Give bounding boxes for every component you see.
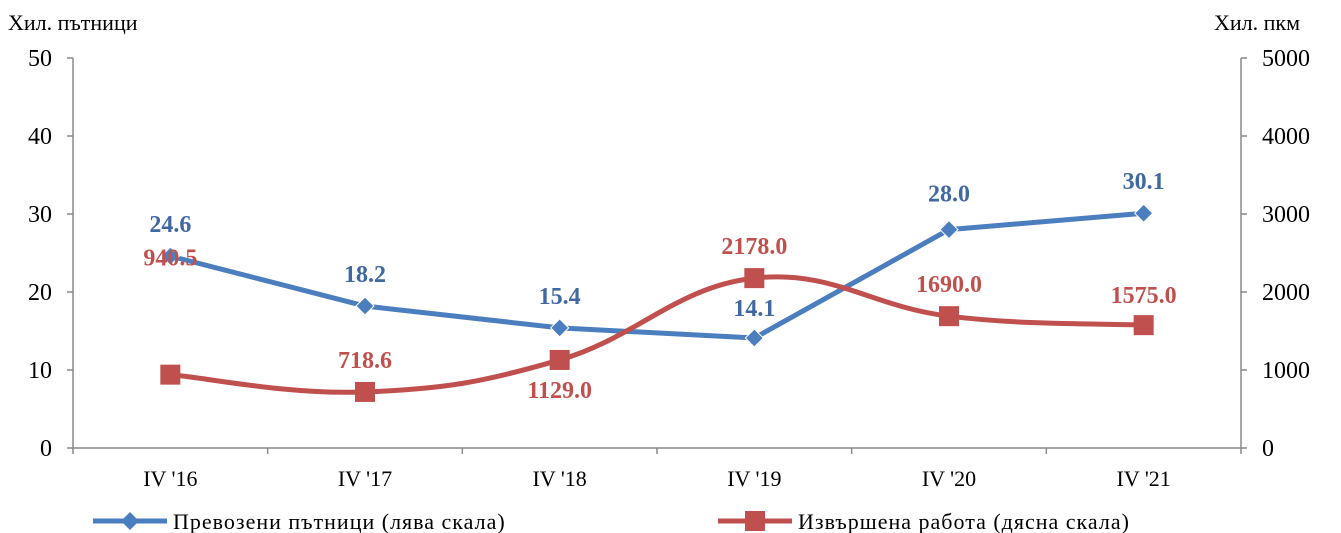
- data-label: 15.4: [539, 284, 581, 310]
- point-marker: [744, 268, 765, 289]
- point-marker: [939, 306, 959, 327]
- point-marker: [549, 349, 570, 370]
- data-label: 1575.0: [1111, 283, 1177, 309]
- y-tick-label-left: 30: [28, 202, 52, 228]
- y-tick-label-right: 5000: [1262, 46, 1310, 72]
- y-tick-label-left: 40: [28, 124, 52, 150]
- data-label: 1129.0: [527, 378, 592, 404]
- x-tick-label: IV '20: [922, 466, 976, 491]
- series-layer: [160, 203, 1154, 402]
- point-marker: [1133, 203, 1154, 223]
- x-tick-label: IV '17: [338, 466, 392, 491]
- point-marker: [160, 364, 181, 385]
- axes: 0 10 20 30 40 50 0 1000 2000 3000 4000 5000 IV '16 IV…: [8, 10, 1310, 491]
- data-label: 30.1: [1123, 169, 1165, 195]
- data-label: 18.2: [344, 262, 386, 288]
- y-tick-label-right: 0: [1262, 436, 1274, 462]
- x-tick-label: IV '16: [143, 466, 197, 491]
- data-label: 14.1: [733, 296, 775, 322]
- legend: Превозени пътници (лява скала) Извършена …: [93, 509, 1130, 533]
- x-tick-label: IV '21: [1117, 466, 1171, 491]
- legend-swatch-marker: [121, 512, 139, 530]
- y-tick-label-right: 1000: [1262, 358, 1310, 384]
- y-axis-title-left: Хил. пътници: [8, 10, 138, 35]
- y-tick-label-right: 4000: [1262, 124, 1310, 150]
- data-labels: 24.6 18.2 15.4 14.1 28.0 30.1 940.5 718.6 1129.0…: [143, 169, 1176, 404]
- point-marker: [744, 328, 765, 348]
- y-tick-label-left: 0: [40, 436, 52, 462]
- legend-label: Превозени пътници (лява скала): [173, 509, 506, 533]
- y-tick-label-left: 10: [28, 358, 52, 384]
- legend-swatch-marker: [745, 511, 765, 531]
- point-marker: [549, 318, 570, 338]
- series-line-0: [169, 210, 1144, 341]
- data-label: 28.0: [928, 182, 970, 208]
- data-label: 940.5: [143, 246, 197, 272]
- x-tick-label: IV '18: [533, 466, 587, 491]
- y-axis-title-right: Хил. пкм: [1214, 10, 1300, 35]
- point-marker: [1133, 315, 1154, 336]
- data-label: 24.6: [149, 212, 191, 238]
- legend-label: Извършена работа (дясна скала): [798, 509, 1130, 533]
- y-tick-label-right: 3000: [1262, 202, 1310, 228]
- y-tick-label-left: 20: [28, 280, 52, 306]
- x-tick-label: IV '19: [727, 466, 781, 491]
- data-label: 2178.0: [721, 234, 787, 260]
- series-line-1: [170, 274, 1144, 395]
- data-label: 1690.0: [916, 272, 982, 298]
- data-label: 718.6: [338, 348, 392, 374]
- point-marker: [160, 246, 181, 266]
- point-marker: [355, 381, 375, 402]
- y-tick-label-right: 2000: [1262, 280, 1310, 306]
- y-tick-label-left: 50: [28, 46, 52, 72]
- point-marker: [939, 219, 959, 240]
- point-marker: [355, 296, 375, 316]
